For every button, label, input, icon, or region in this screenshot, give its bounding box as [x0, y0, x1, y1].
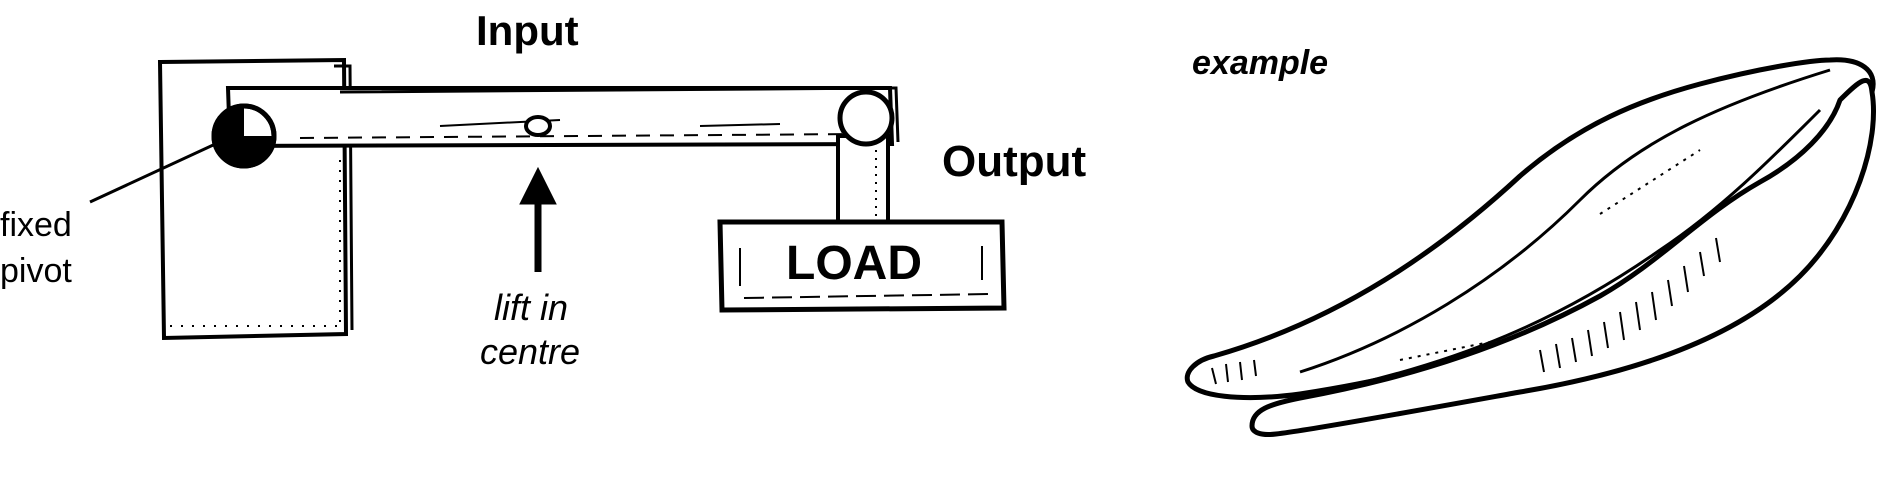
- pivot-label: pivot: [0, 252, 72, 290]
- example-label: example: [1192, 44, 1329, 82]
- lever-beam: [225, 86, 900, 149]
- output-pin: [837, 89, 895, 147]
- pivot-icon: [211, 103, 277, 169]
- centre-hole: [524, 115, 552, 137]
- tweezers-icon: [1184, 57, 1876, 437]
- input-label: Input: [476, 7, 579, 54]
- output-label: Output: [942, 137, 1087, 186]
- tweezers-shading: [1211, 149, 1721, 385]
- board-stipple: [170, 160, 341, 330]
- lift-label-line1: lift in: [494, 287, 569, 328]
- output-stem: [836, 134, 890, 228]
- pivot-leader-line: [89, 138, 225, 204]
- lift-label-line2: centre: [480, 331, 581, 372]
- load-label: LOAD: [786, 237, 922, 290]
- up-arrow-icon: [519, 166, 557, 272]
- fixed-label: fixed: [0, 206, 72, 244]
- load-block: [717, 219, 1007, 313]
